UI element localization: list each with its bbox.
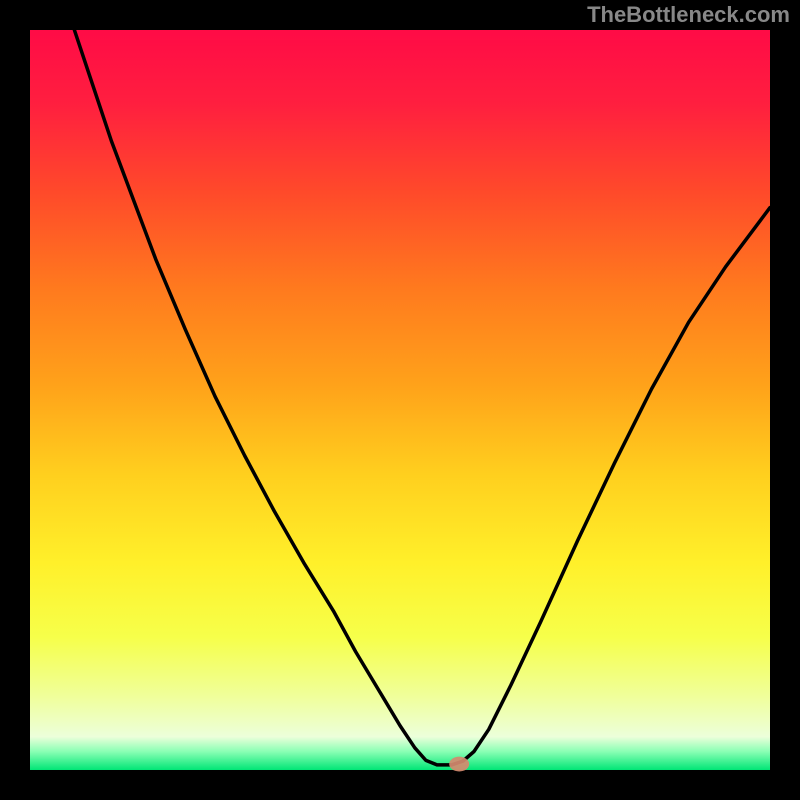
chart-container: TheBottleneck.com: [0, 0, 800, 800]
chart-gradient-background: [30, 30, 770, 770]
chart-svg: [0, 0, 800, 800]
optimal-point-marker: [449, 757, 469, 772]
watermark-text: TheBottleneck.com: [587, 2, 790, 28]
